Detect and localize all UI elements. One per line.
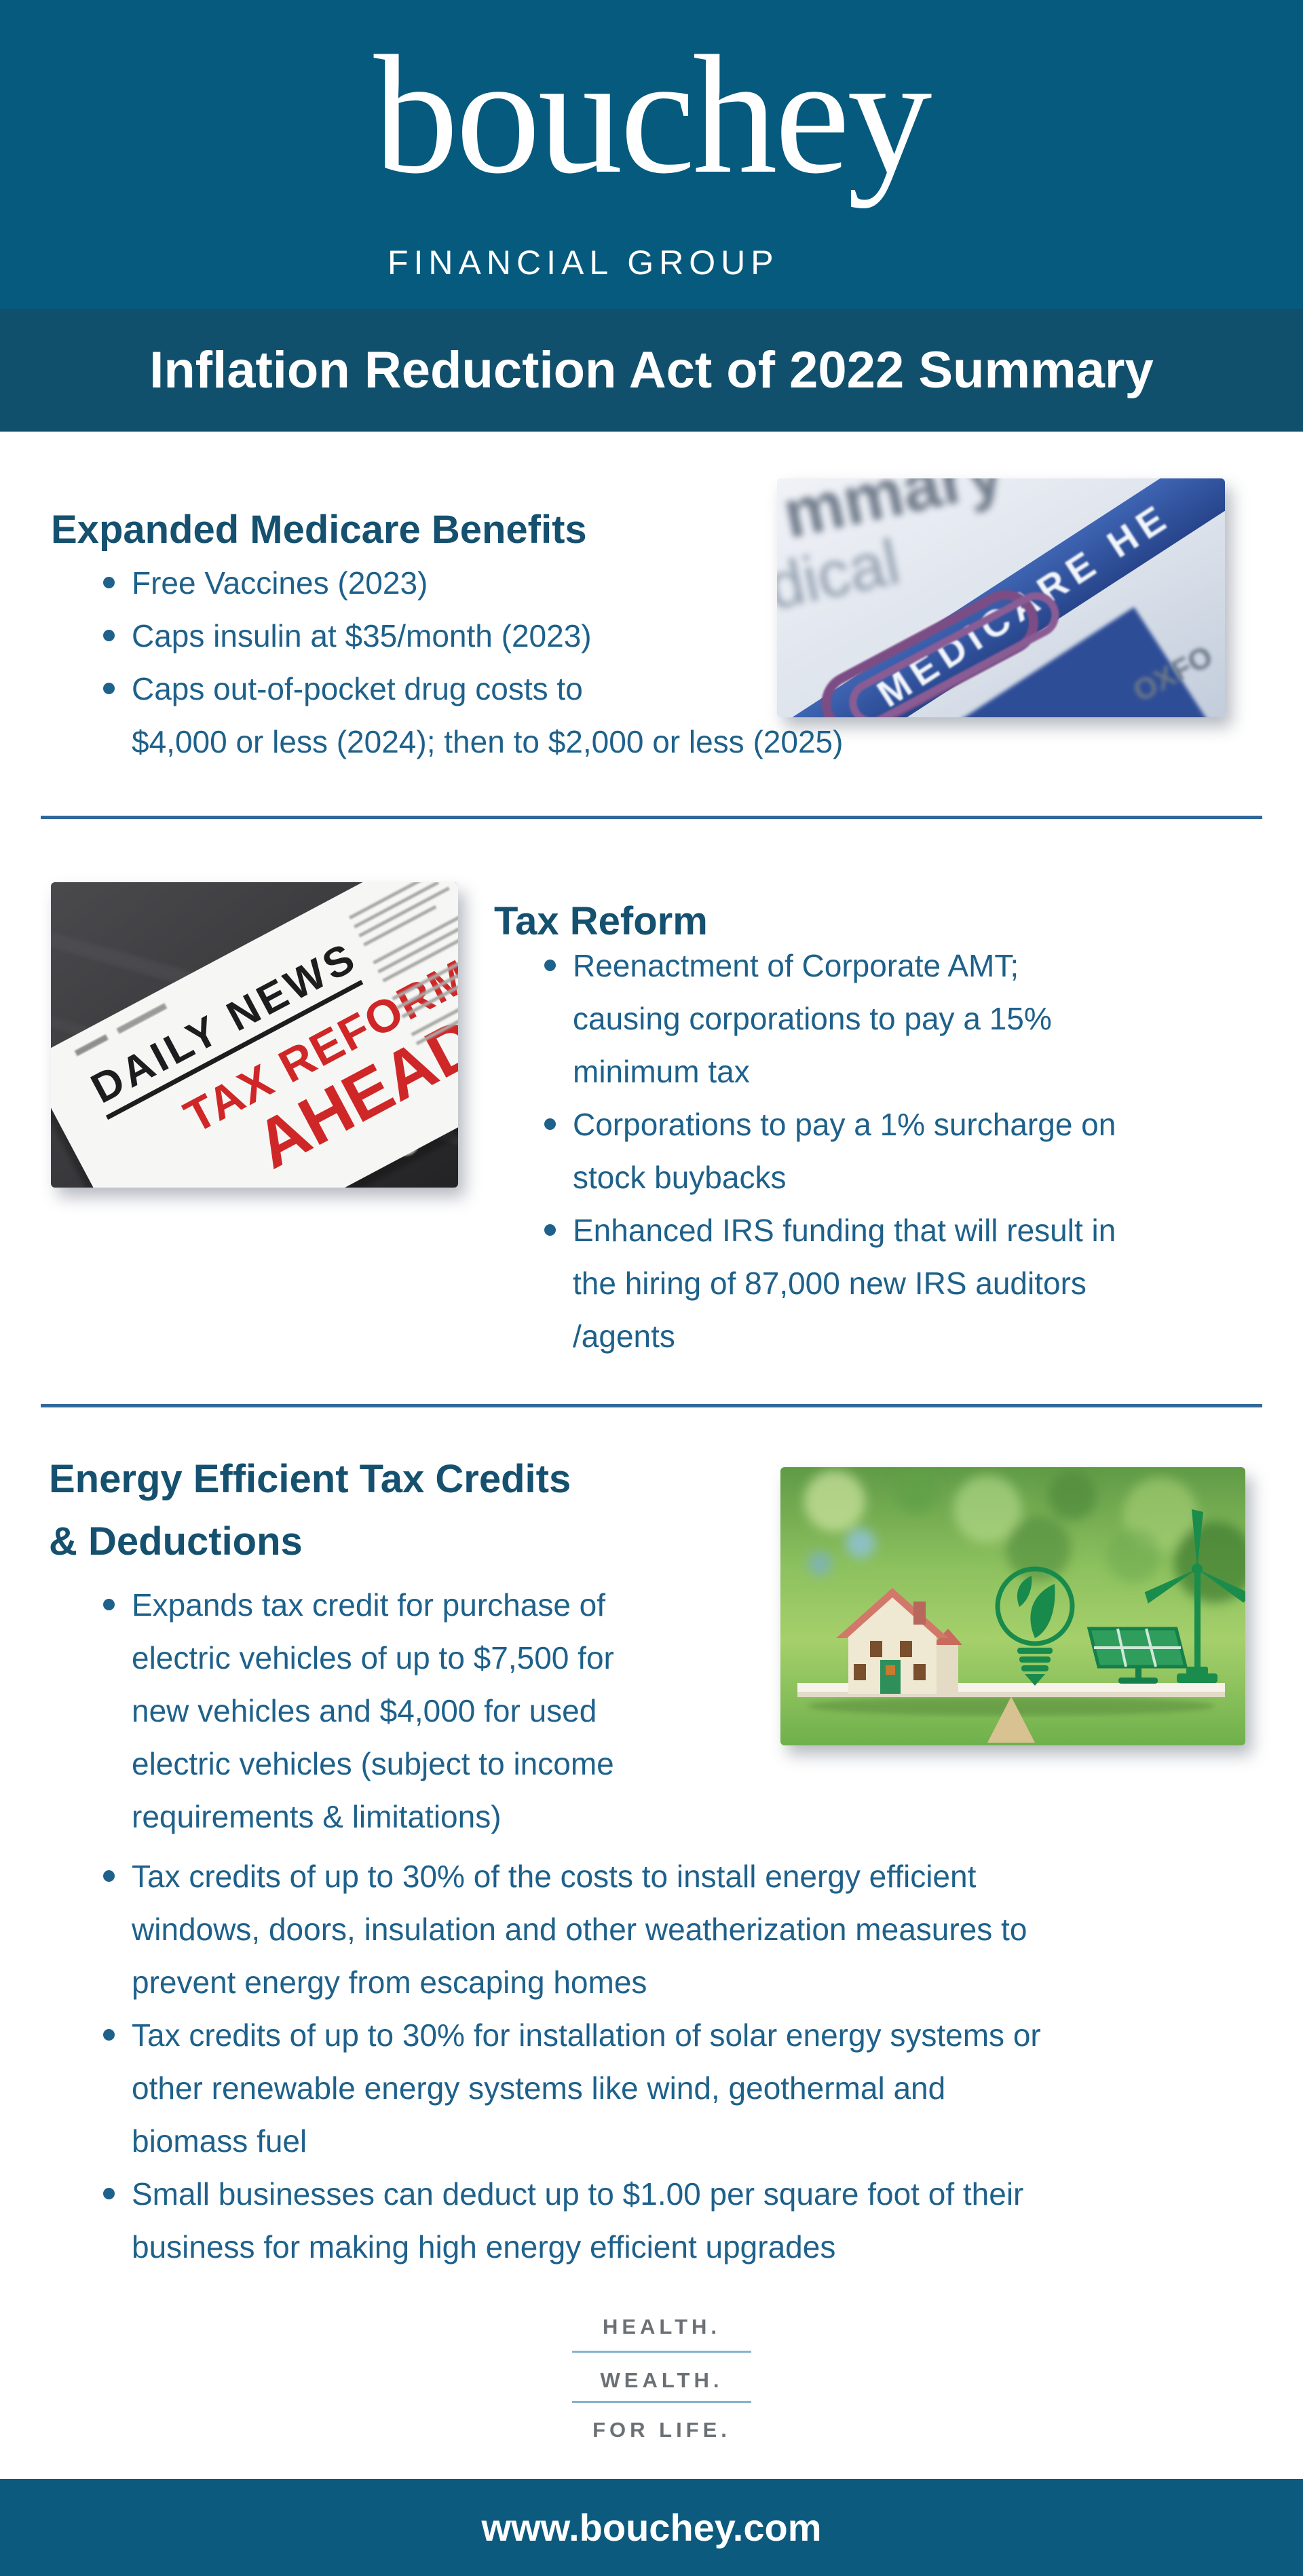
motto-wealth: WEALTH. bbox=[600, 2368, 723, 2392]
brand-tagline: FINANCIAL GROUP bbox=[388, 244, 779, 282]
solar-panel-graphic bbox=[1087, 1627, 1188, 1684]
list-item: Tax credits of up to 30% of the costs to… bbox=[102, 1850, 1269, 2009]
tax-reform-photo: DAILY NEWS TAX REFORM AHEAD! bbox=[51, 882, 458, 1188]
energy-heading: Energy Efficient Tax Credits & Deductions bbox=[49, 1448, 571, 1573]
energy-photo-graphic bbox=[780, 1467, 1245, 1745]
list-item: Caps out-of-pocket drug costs to $4,000 o… bbox=[102, 662, 1255, 768]
small-print bbox=[116, 1003, 168, 1034]
list-item: Caps insulin at $35/month (2023) bbox=[102, 609, 1255, 662]
tax-reform-bullet-list: Reenactment of Corporate AMT; causing cor… bbox=[543, 939, 1289, 1363]
medicare-heading: Expanded Medicare Benefits bbox=[51, 508, 587, 552]
brand-band: bouchey FINANCIAL GROUP bbox=[0, 0, 1303, 309]
house-graphic bbox=[836, 1588, 962, 1694]
section-divider bbox=[41, 1404, 1262, 1407]
energy-bullet-list-narrow: Expands tax credit for purchase of electr… bbox=[102, 1578, 848, 1843]
energy-bullet-list-wide: Tax credits of up to 30% of the costs to… bbox=[102, 1850, 1269, 2273]
list-item: Reenactment of Corporate AMT; causing cor… bbox=[543, 939, 1289, 1098]
list-item: Tax credits of up to 30% for installatio… bbox=[102, 2009, 1269, 2167]
medicare-photo-graphic: mmary dical MEDICARE HE OXFO bbox=[777, 478, 1225, 717]
list-item: Free Vaccines (2023) bbox=[102, 556, 1255, 609]
motto-divider bbox=[572, 2401, 751, 2403]
energy-photo bbox=[780, 1467, 1245, 1745]
list-item: Expands tax credit for purchase of electr… bbox=[102, 1578, 848, 1843]
bokeh-foliage bbox=[804, 1469, 1245, 1603]
newspaper-sheet bbox=[51, 882, 458, 1188]
small-print bbox=[74, 1034, 109, 1057]
medicare-blue-band bbox=[777, 478, 1225, 717]
section-divider bbox=[41, 816, 1262, 819]
masthead-rule bbox=[105, 979, 364, 1120]
list-item: Enhanced IRS funding that will result in… bbox=[543, 1204, 1289, 1363]
plank-fulcrum bbox=[987, 1697, 1035, 1743]
eco-bulb-graphic bbox=[995, 1566, 1075, 1686]
motto-divider bbox=[572, 2351, 751, 2353]
medicare-photo: mmary dical MEDICARE HE OXFO bbox=[777, 478, 1225, 717]
energy-heading-line1: Energy Efficient Tax Credits bbox=[49, 1457, 571, 1501]
newspaper-photo-graphic: DAILY NEWS TAX REFORM AHEAD! bbox=[51, 882, 458, 1188]
page-title: Inflation Reduction Act of 2022 Summary bbox=[149, 341, 1154, 399]
medicare-card-lower bbox=[777, 607, 1215, 717]
bouchey-logo: bouchey bbox=[373, 21, 932, 209]
medicare-bullet-list: Free Vaccines (2023) Caps insulin at $35… bbox=[102, 556, 1255, 768]
title-banner: Inflation Reduction Act of 2022 Summary bbox=[0, 309, 1303, 432]
energy-heading-line2: & Deductions bbox=[49, 1519, 303, 1564]
list-item: Small businesses can deduct up to $1.00 … bbox=[102, 2167, 1269, 2273]
website-url: www.bouchey.com bbox=[481, 2506, 822, 2549]
newspaper-front-page: DAILY NEWS TAX REFORM AHEAD! bbox=[51, 882, 458, 1188]
motto-health: HEALTH. bbox=[602, 2315, 721, 2338]
paperclip-graphic bbox=[821, 590, 1059, 717]
list-item: Corporations to pay a 1% surcharge on sto… bbox=[543, 1098, 1289, 1204]
footer-band: www.bouchey.com bbox=[0, 2479, 1303, 2576]
tax-reform-heading: Tax Reform bbox=[494, 899, 708, 943]
motto-for-life: FOR LIFE. bbox=[592, 2418, 731, 2442]
body-text-columns bbox=[349, 882, 458, 1046]
wind-turbine-graphic bbox=[1144, 1509, 1245, 1683]
